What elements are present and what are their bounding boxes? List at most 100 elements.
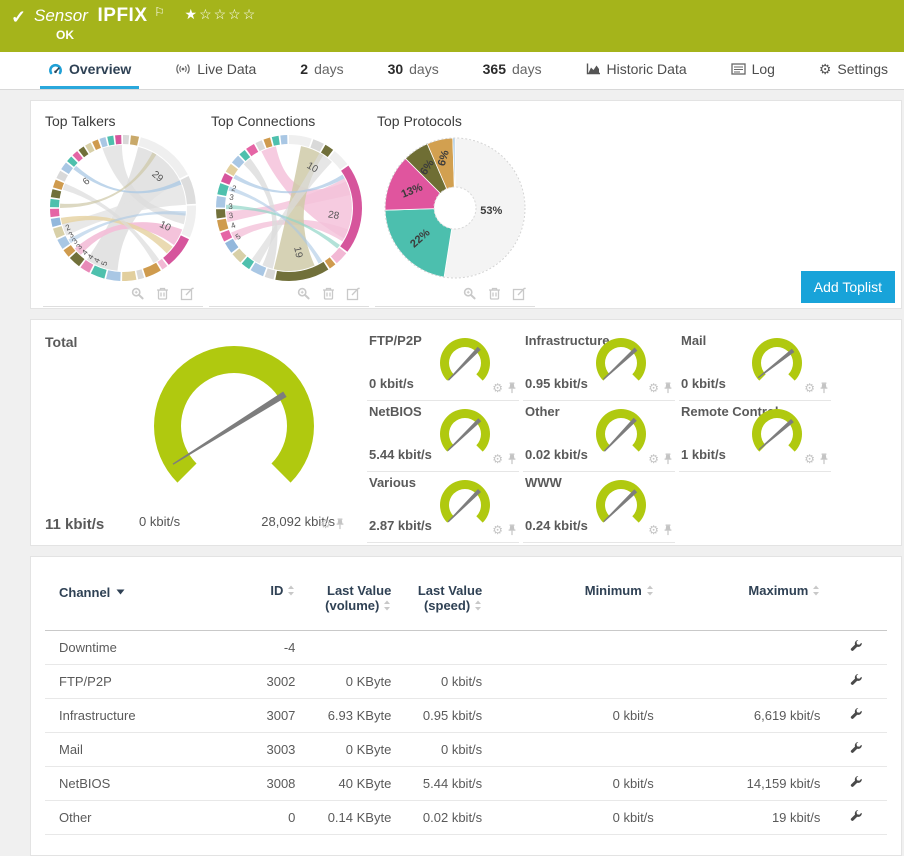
svg-text:4: 4: [92, 256, 102, 264]
gauge-panel-netbios: NetBIOS 5.44 kbit/s ⚙: [367, 401, 519, 472]
gauge-actions: ⚙: [804, 381, 829, 395]
pin-icon[interactable]: [507, 524, 517, 536]
tab-historic-data[interactable]: Historic Data: [578, 52, 695, 89]
tab-overview[interactable]: Overview: [40, 52, 140, 89]
gauge-chart: [591, 405, 651, 464]
gauge-chart: [747, 334, 807, 393]
gauge-value: 0.95 kbit/s: [525, 376, 588, 391]
pin-icon[interactable]: [663, 524, 673, 536]
tab-label: Live Data: [197, 61, 257, 77]
tab-label: days: [314, 61, 344, 77]
col-header-label: Minimum: [584, 583, 642, 598]
sort-icon[interactable]: [474, 599, 482, 614]
gear-icon[interactable]: ⚙: [804, 452, 815, 466]
total-gauge-max: 28,092 kbit/s: [261, 514, 335, 529]
sort-icon[interactable]: [383, 599, 391, 614]
pin-icon[interactable]: [507, 382, 517, 394]
channel-value: 19 kbit/s: [657, 800, 825, 835]
toplist-title: Top Talkers: [45, 113, 116, 129]
gear-icon[interactable]: ⚙: [492, 452, 503, 466]
gear-icon[interactable]: ⚙: [648, 452, 659, 466]
pin-icon[interactable]: [335, 518, 345, 530]
priority-stars[interactable]: ★☆☆☆☆: [184, 6, 258, 22]
tab-label: days: [512, 61, 542, 77]
gauge-label: Infrastructure: [525, 333, 610, 348]
total-gauge-chart: [139, 336, 329, 513]
channel-value: [657, 664, 825, 699]
total-gauge-min: 0 kbit/s: [139, 514, 181, 529]
col-header-last-value-volume[interactable]: Last Value (volume): [299, 569, 396, 631]
col-header-maximum[interactable]: Maximum: [657, 569, 825, 631]
pin-icon[interactable]: [819, 453, 829, 465]
channel-gauge-grid: FTP/P2P 0 kbit/s ⚙ Infrastructure 0.95 kbit/…: [367, 330, 831, 543]
gear-icon[interactable]: ⚙: [804, 381, 815, 395]
gear-icon[interactable]: ⚙: [648, 523, 659, 537]
col-header-label: ID: [270, 583, 284, 598]
channel-actions: [824, 800, 887, 835]
wrench-icon[interactable]: [849, 707, 863, 721]
wrench-icon[interactable]: [849, 775, 863, 789]
toplist-actions: [43, 283, 203, 307]
sort-icon[interactable]: [287, 584, 295, 599]
wrench-icon[interactable]: [849, 809, 863, 823]
wrench-icon[interactable]: [849, 639, 863, 653]
top-protocols-chart[interactable]: 53% 22% 13% 6% 6%: [380, 133, 530, 283]
edit-icon[interactable]: [346, 286, 361, 301]
tab-number: 30: [387, 61, 404, 77]
channel-name: Mail: [45, 732, 237, 767]
trash-icon[interactable]: [488, 286, 501, 301]
col-header-channel[interactable]: Channel: [45, 569, 237, 631]
channel-value: 3007: [236, 698, 300, 733]
tab-live-data[interactable]: Live Data: [167, 52, 264, 89]
gauge-value: 1 kbit/s: [681, 447, 726, 462]
channel-value: 5.44 kbit/s: [395, 766, 487, 801]
magnifier-icon[interactable]: [462, 286, 477, 301]
col-header-id[interactable]: ID: [236, 569, 300, 631]
pin-icon[interactable]: [663, 382, 673, 394]
pin-icon[interactable]: [663, 453, 673, 465]
svg-text:5: 5: [234, 232, 243, 242]
gear-icon[interactable]: ⚙: [492, 381, 503, 395]
tab-365-days[interactable]: 365 days: [475, 52, 550, 89]
gauge-value: 0 kbit/s: [369, 376, 414, 391]
channel-value: 3008: [236, 766, 300, 801]
tab-log[interactable]: Log: [723, 52, 783, 89]
toplist-actions: [375, 283, 535, 307]
gear-icon[interactable]: ⚙: [648, 381, 659, 395]
top-talkers-chart[interactable]: 6 29 10 5 4 4 4 3 3 3 2: [48, 133, 198, 283]
flag-icon[interactable]: ⚐: [154, 5, 165, 19]
edit-icon[interactable]: [180, 286, 195, 301]
tab-30-days[interactable]: 30 days: [380, 52, 447, 89]
sensor-name: IPFIX: [97, 5, 148, 26]
col-header-last-value-speed[interactable]: Last Value (speed): [395, 569, 487, 631]
wrench-icon[interactable]: [849, 673, 863, 687]
wrench-icon[interactable]: [849, 741, 863, 755]
trash-icon[interactable]: [322, 286, 335, 301]
tab-bar: Overview Live Data 2 days 30 days 365 days Histo…: [0, 52, 904, 90]
sensor-kind-label: Sensor: [34, 6, 88, 25]
sort-icon[interactable]: [812, 584, 820, 599]
gauge-chart: [747, 405, 807, 464]
gauge-chart: [591, 476, 651, 535]
channel-name: FTP/P2P: [45, 664, 237, 699]
channel-value: 6,619 kbit/s: [657, 698, 825, 733]
pin-icon[interactable]: [507, 453, 517, 465]
sort-icon[interactable]: [646, 584, 654, 599]
col-header-label: Maximum: [748, 583, 809, 598]
gear-icon[interactable]: ⚙: [492, 523, 503, 537]
edit-icon[interactable]: [512, 286, 527, 301]
gear-icon[interactable]: ⚙: [320, 517, 331, 531]
caret-down-icon[interactable]: [116, 583, 125, 598]
svg-text:10: 10: [305, 160, 321, 175]
magnifier-icon[interactable]: [296, 286, 311, 301]
trash-icon[interactable]: [156, 286, 169, 301]
tab-2-days[interactable]: 2 days: [292, 52, 351, 89]
col-header-minimum[interactable]: Minimum: [486, 569, 658, 631]
channel-name: Downtime: [45, 630, 237, 665]
pin-icon[interactable]: [819, 382, 829, 394]
svg-text:10: 10: [158, 219, 173, 234]
add-toplist-button[interactable]: Add Toplist: [800, 271, 895, 303]
tab-settings[interactable]: ⚙ Settings: [811, 52, 896, 89]
magnifier-icon[interactable]: [130, 286, 145, 301]
top-connections-chart[interactable]: 10 28 19 5 4 3 3 3 2: [214, 133, 364, 283]
